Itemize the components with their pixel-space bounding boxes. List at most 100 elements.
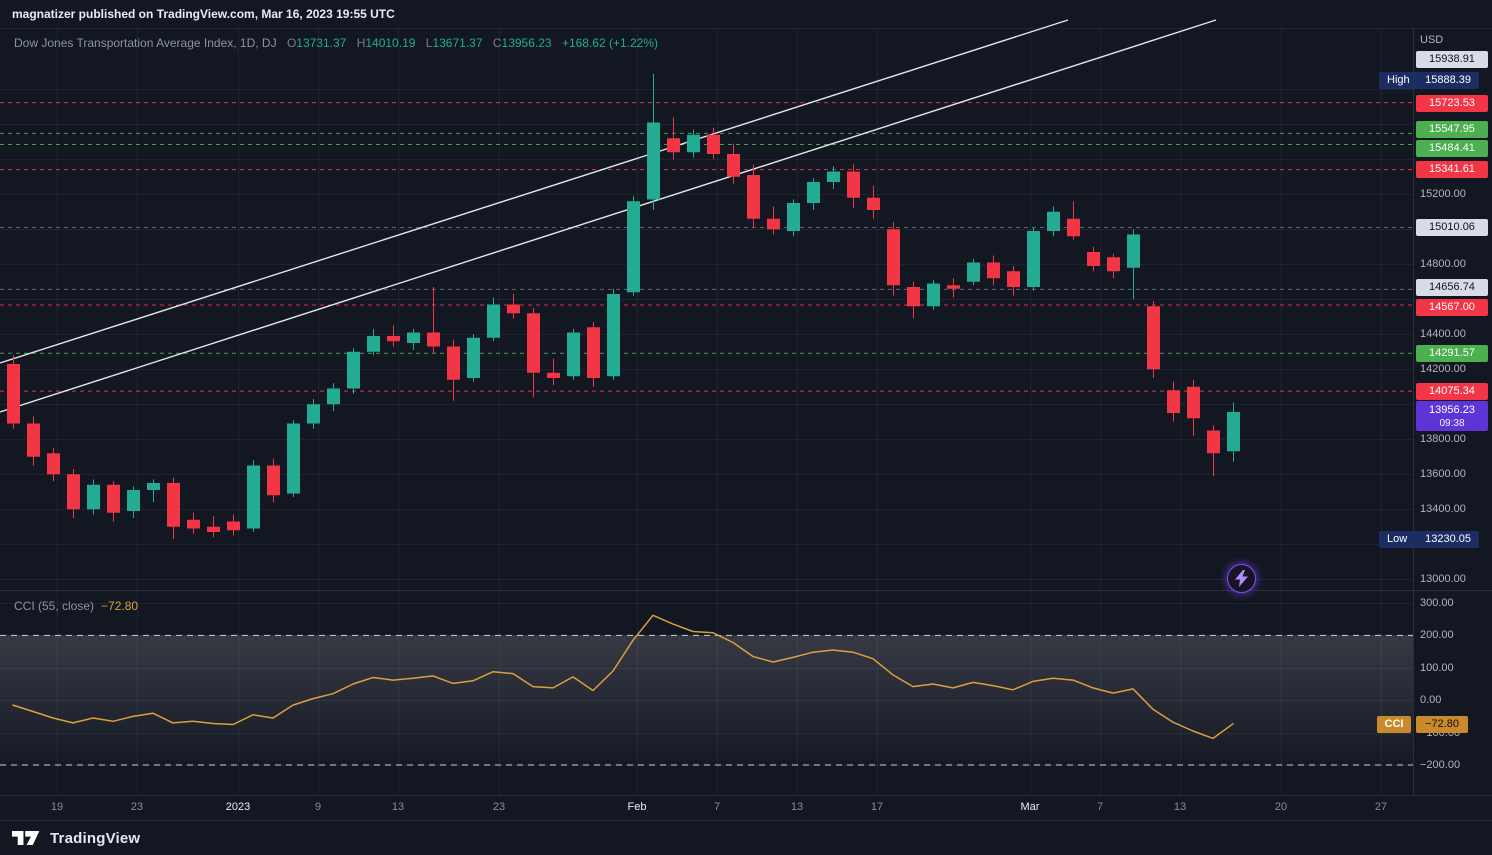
time-label: 23 [492, 801, 506, 813]
close-value: 13956.23 [501, 36, 552, 50]
candle-body [687, 134, 700, 153]
candle-body [627, 201, 640, 293]
time-label: 7 [1096, 801, 1104, 813]
currency-label: USD [1420, 34, 1444, 46]
time-axis[interactable]: 19 23 2023 9 13 23 Feb 7 13 17 Mar 7 13 20 27 [0, 795, 1492, 820]
candle-body [927, 283, 940, 307]
time-label: 9 [314, 801, 322, 813]
price-badge-low: Low 13230.05 [1379, 530, 1479, 548]
candle-body [1027, 231, 1040, 287]
candle-body [727, 154, 740, 177]
badge-prefix: High [1387, 73, 1410, 86]
close-label: C [492, 36, 502, 50]
candle-body [67, 474, 80, 510]
time-label: 13 [391, 801, 405, 813]
high-value: 14010.19 [365, 36, 416, 50]
price-badge: 15341.61 [1416, 161, 1488, 179]
candle-body [127, 490, 140, 511]
candle-body [647, 122, 660, 200]
candle-body [227, 521, 240, 531]
candle-body [47, 453, 60, 475]
badge-value: 13230.05 [1425, 532, 1471, 545]
brand-text[interactable]: TradingView [50, 829, 141, 847]
time-label: 23 [130, 801, 144, 813]
price-grid-label: 13400.00 [1420, 503, 1466, 516]
badge-value: 15888.39 [1425, 73, 1471, 86]
candle-body [987, 262, 1000, 279]
candle-body [787, 203, 800, 231]
candle-body [427, 332, 440, 347]
last-price-badge: 13956.23 09:38 [1416, 400, 1488, 431]
candle-body [347, 351, 360, 389]
tradingview-logo-icon[interactable] [12, 826, 42, 850]
candle-body [947, 285, 960, 289]
candle-body [607, 294, 620, 377]
candle-body [407, 332, 420, 343]
price-badge: 15938.91 [1416, 50, 1488, 68]
time-label: 13 [790, 801, 804, 813]
candle-body [507, 304, 520, 314]
open-value: 13731.37 [296, 36, 347, 50]
candle-body [847, 171, 860, 198]
candle-body [1047, 211, 1060, 231]
candle-body [307, 404, 320, 424]
candle-body [327, 388, 340, 405]
price-badge: 14075.34 [1416, 383, 1488, 401]
price-badge: 14656.74 [1416, 279, 1488, 297]
symbol-legend: Dow Jones Transportation Average Index, … [14, 36, 658, 50]
candle-body [767, 218, 780, 230]
time-label: 27 [1374, 801, 1388, 813]
candle-body [167, 483, 180, 527]
candle-body [1227, 411, 1240, 452]
symbol-title[interactable]: Dow Jones Transportation Average Index, … [14, 36, 277, 50]
candle-body [487, 304, 500, 338]
boost-flash-button[interactable] [1227, 564, 1256, 593]
publisher-line: magnatizer published on TradingView.com,… [12, 7, 395, 21]
time-label: 19 [50, 801, 64, 813]
cci-legend: CCI (55, close) −72.80 [14, 599, 138, 613]
candle-body [667, 138, 680, 153]
candle-body [267, 465, 280, 496]
candle-body [707, 134, 720, 154]
price-grid-label: 15200.00 [1420, 188, 1466, 201]
price-grid-label: 14200.00 [1420, 363, 1466, 376]
pane-divider[interactable] [0, 590, 1492, 591]
cci-grid-label: 200.00 [1420, 629, 1454, 642]
candle-body [907, 287, 920, 307]
cci-grid-label: −200.00 [1420, 759, 1461, 771]
price-badge-high: High 15888.39 [1379, 71, 1479, 89]
candle-body [87, 484, 100, 510]
cci-name-pill: CCI [1377, 715, 1411, 733]
footer-bar: TradingView [0, 820, 1492, 855]
time-label: Feb [627, 801, 647, 813]
badge-prefix: Low [1387, 532, 1408, 545]
cci-grid-label: 0.00 [1420, 694, 1442, 707]
candle-body [1127, 234, 1140, 268]
low-label: L [425, 36, 433, 50]
price-grid-label: 14400.00 [1420, 328, 1466, 341]
cci-title[interactable]: CCI (55, close) [14, 599, 95, 613]
candles [7, 73, 1240, 539]
badge-value: 13956.23 [1429, 403, 1475, 416]
countdown: 09:38 [1439, 417, 1465, 429]
candle-body [147, 483, 160, 490]
candle-body [107, 484, 120, 513]
cci-grid-label: 300.00 [1420, 597, 1454, 609]
time-label: 13 [1173, 801, 1187, 813]
price-badge: 15547.95 [1416, 121, 1488, 139]
open-label: O [286, 36, 297, 50]
trend-channel[interactable] [0, 19, 1217, 413]
price-badge: 15723.53 [1416, 94, 1488, 112]
time-label: 20 [1274, 801, 1288, 813]
price-grid-label: 14800.00 [1420, 258, 1466, 271]
price-grid-label: 13600.00 [1420, 468, 1466, 481]
candle-body [527, 313, 540, 373]
high-label: H [356, 36, 366, 50]
time-label: 17 [870, 801, 884, 813]
price-axis[interactable]: USD 15200.00 14800.00 14400.00 14200.00 13800… [1379, 0, 1492, 795]
candle-body [747, 175, 760, 219]
candle-body [1147, 306, 1160, 370]
candle-body [827, 171, 840, 182]
